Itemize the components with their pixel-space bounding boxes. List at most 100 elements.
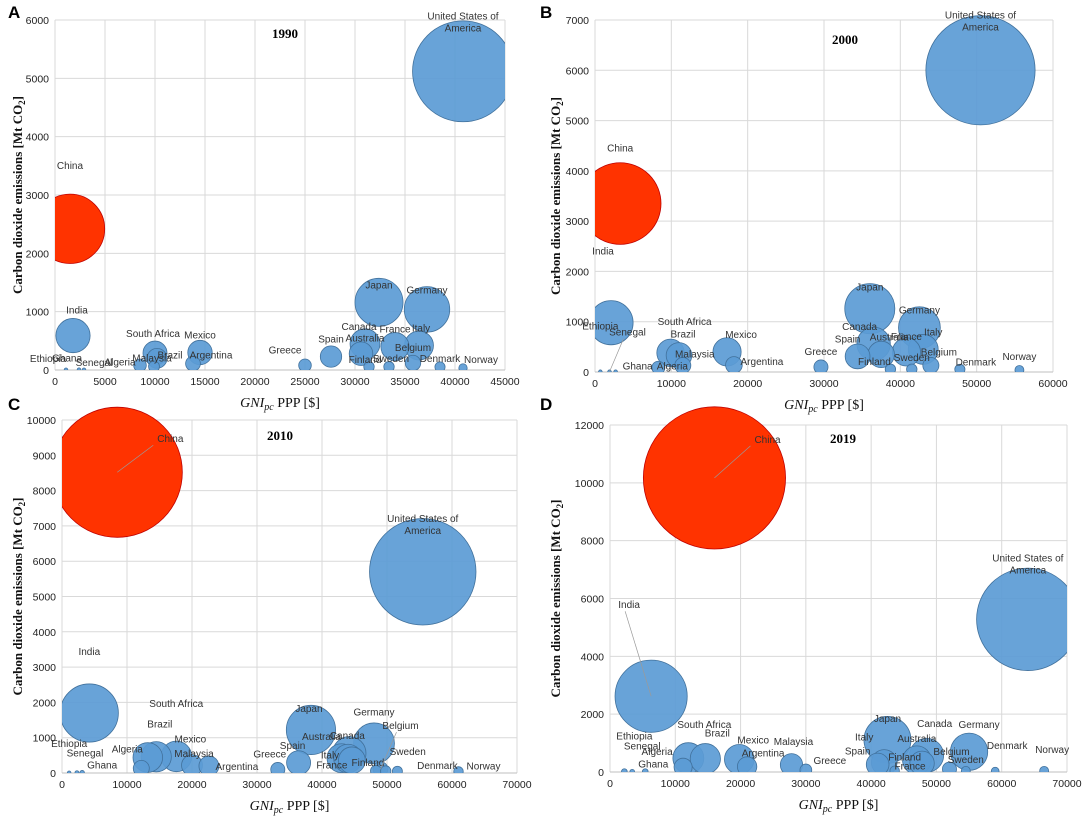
x-tick-label: 60000 [987,778,1016,790]
country-label-senegal: Senegal [67,749,104,760]
country-label-italy: Italy [855,732,873,743]
y-tick-label: 7000 [33,521,57,533]
y-tick-label: 1000 [26,307,50,319]
bubble-norway [1014,365,1025,372]
country-label-argentina: Argentina [190,351,233,362]
leader-line-china [117,444,154,473]
country-label-china: China [57,161,84,172]
bubble-sweden [380,765,392,773]
country-label-mexico: Mexico [725,330,757,341]
x-tick-label: 45000 [490,376,519,388]
bubble-germany [403,286,451,333]
x-tick-label: 10000 [657,378,686,390]
bubble-layer [55,20,505,370]
bubble-spain [865,752,890,772]
y-tick-label: 2000 [581,709,605,721]
panel-c: 0 10000 20000 30000 40000 50000 60000 70000 0 100… [8,395,532,816]
country-label-ethiopia: Ethiopia [30,354,67,365]
country-label-greece: Greece [269,345,302,356]
x-tick-label: 30000 [809,378,838,390]
country-label-south-africa: South Africa [677,720,731,731]
country-label-spain: Spain [835,334,861,345]
bubble-layer [62,406,477,773]
country-label-south-africa: South Africa [126,329,180,340]
y-tick-label: 6000 [26,15,50,27]
bubble-united-states-of-america [412,20,505,123]
bubble-argentina [725,356,743,372]
x-tick-label: 10000 [661,778,690,790]
bubble-norway [1039,765,1050,772]
bubble-greece [270,762,286,773]
y-tick-label: 6000 [581,594,605,606]
country-label-brazil: Brazil [157,350,182,361]
y-axis-title: Carbon dioxide emissions [Mt CO2] [548,97,565,295]
y-tick-label: 4000 [581,651,605,663]
country-label-united-states-of-america: United States of America [427,11,498,34]
country-label-china: China [754,435,781,446]
bubble-india [595,300,634,346]
country-label-greece: Greece [813,756,846,767]
country-label-italy: Italy [321,751,339,762]
bubble-argentina [198,755,220,773]
country-label-italy: Italy [924,327,942,338]
country-label-germany: Germany [899,306,940,317]
country-label-france: France [316,760,348,771]
bubble-india [55,318,91,354]
country-label-japan: Japan [856,283,883,294]
country-label-ghana: Ghana [87,761,117,772]
country-label-sweden: Sweden [894,353,930,364]
leader-line-china [714,445,751,479]
x-tick-label: 20000 [240,376,269,388]
bubble-sweden [383,361,395,370]
x-tick-label: 30000 [340,376,369,388]
y-axis-title: Carbon dioxide emissions [Mt CO2] [10,497,27,695]
y-tick-label: 1000 [566,317,590,329]
country-label-mexico: Mexico [184,331,216,342]
country-label-germany: Germany [959,720,1000,731]
bubble-spain [319,345,343,368]
country-label-spain: Spain [280,741,306,752]
x-tick-label: 70000 [502,779,531,791]
x-tick-label: 0 [59,779,65,791]
bubble-denmark [392,765,403,773]
leader-line-belgium [380,731,397,770]
y-tick-label: 6000 [33,556,57,568]
bubble-china [62,406,183,538]
country-label-belgium: Belgium [382,721,418,732]
bubble-ethiopia [63,367,69,370]
panel-year-title: 2000 [832,32,858,47]
y-tick-label: 6000 [566,65,590,77]
country-label-malaysia: Malaysia [132,354,172,365]
panel-year-title: 1990 [272,26,298,41]
bubble-senegal [629,768,635,772]
y-tick-label: 2000 [33,697,57,709]
bubble-ghana [76,367,82,370]
country-label-canada: Canada [842,322,877,333]
y-tick-label: 0 [583,367,589,379]
country-label-denmark: Denmark [956,357,998,368]
x-tick-label: 50000 [372,779,401,791]
country-label-denmark: Denmark [417,761,459,772]
country-label-finland: Finland [352,758,385,769]
country-label-finland: Finland [888,753,921,764]
country-label-sweden: Sweden [948,755,984,766]
bubble-finland [889,765,900,772]
bubble-greece [799,763,813,772]
country-label-belgium: Belgium [395,343,431,354]
leader-line-senegal [609,338,624,372]
bubble-norway [458,363,468,370]
country-label-canada: Canada [341,322,376,333]
bubble-malaysia [148,360,160,370]
bubble-senegal [74,770,80,773]
bubble-malaysia [674,357,692,372]
bubble-india [62,683,119,743]
country-label-ethiopia: Ethiopia [582,322,619,333]
bubble-sweden [960,765,971,772]
y-tick-label: 3000 [566,216,590,228]
country-label-finland: Finland [349,355,382,366]
country-label-algeria: Algeria [642,747,674,758]
country-label-norway: Norway [1035,745,1069,756]
bubble-united-states-of-america [925,15,1036,126]
y-tick-label: 7000 [566,15,590,27]
x-axis-title: GNIpc PPP [$] [799,798,879,815]
